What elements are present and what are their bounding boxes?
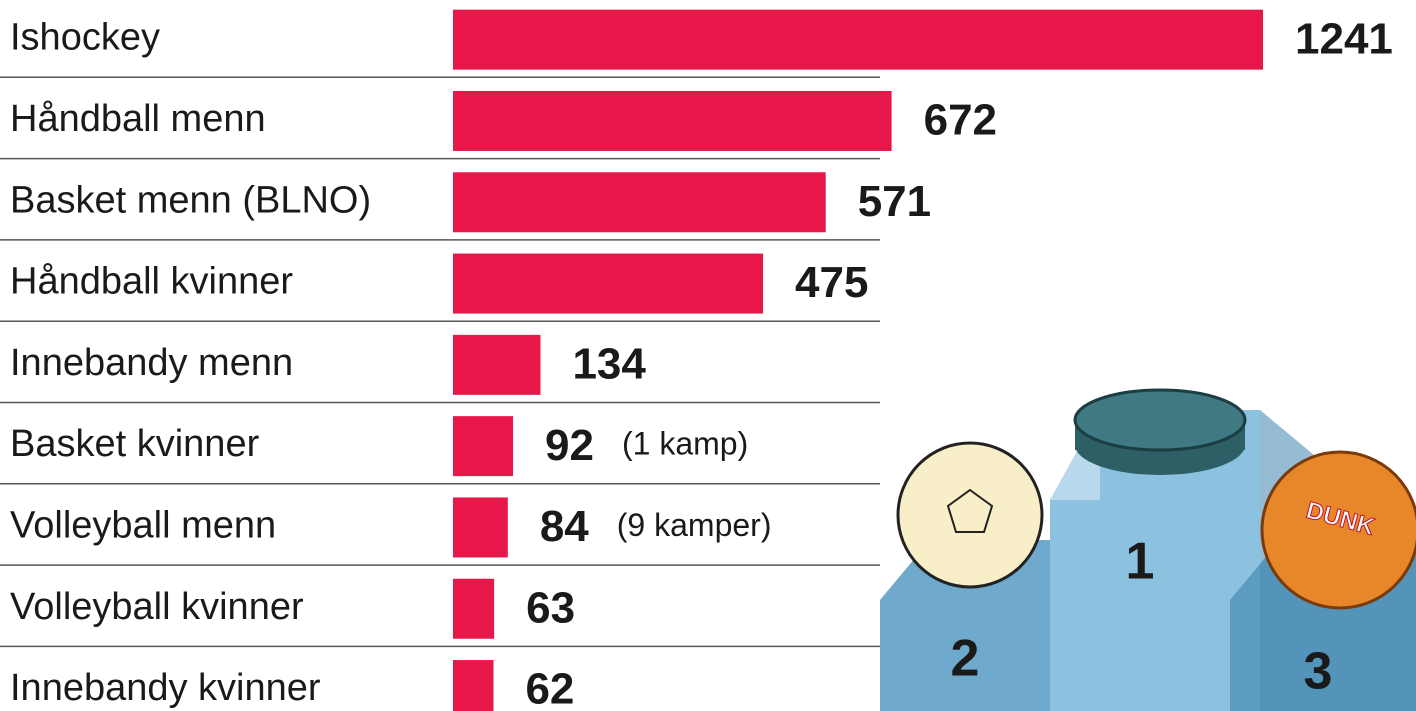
- value-label: 84: [540, 502, 589, 551]
- category-label: Innebandy menn: [10, 342, 293, 384]
- value-label: 63: [526, 583, 575, 632]
- value-label: 475: [795, 258, 868, 307]
- bar: [453, 335, 540, 395]
- category-label: Volleyball kvinner: [10, 586, 304, 628]
- category-label: Basket menn (BLNO): [10, 179, 371, 221]
- category-label: Innebandy kvinner: [10, 667, 321, 709]
- bar: [453, 10, 1263, 70]
- category-label: Håndball menn: [10, 98, 266, 140]
- handball: [898, 443, 1042, 587]
- value-label: 92: [545, 421, 594, 470]
- category-label: Volleyball menn: [10, 504, 276, 546]
- puck-top: [1075, 390, 1245, 450]
- category-label: Basket kvinner: [10, 423, 260, 465]
- category-label: Ishockey: [10, 17, 160, 59]
- value-label: 571: [858, 177, 931, 226]
- value-note: (9 kamper): [617, 507, 772, 543]
- value-label: 672: [924, 96, 997, 145]
- chart: 1 2 3 DUNK Ishockey 1241 Håndball menn 672 B…: [0, 0, 1416, 711]
- bar: [453, 579, 494, 639]
- bar: [453, 91, 892, 151]
- bar: [453, 416, 513, 476]
- podium-label: 1: [1126, 533, 1155, 591]
- podium-label: 3: [1304, 643, 1333, 701]
- bar: [453, 254, 763, 314]
- bar: [453, 660, 493, 711]
- podium-label: 2: [951, 630, 980, 688]
- value-note: (1 kamp): [622, 426, 748, 462]
- value-label: 62: [525, 665, 574, 711]
- value-label: 1241: [1295, 14, 1393, 63]
- value-label: 134: [572, 339, 646, 388]
- bar: [453, 172, 826, 232]
- bar: [453, 497, 508, 557]
- podium-illustration: 1 2 3 DUNK: [880, 390, 1416, 711]
- category-label: Håndball kvinner: [10, 261, 293, 303]
